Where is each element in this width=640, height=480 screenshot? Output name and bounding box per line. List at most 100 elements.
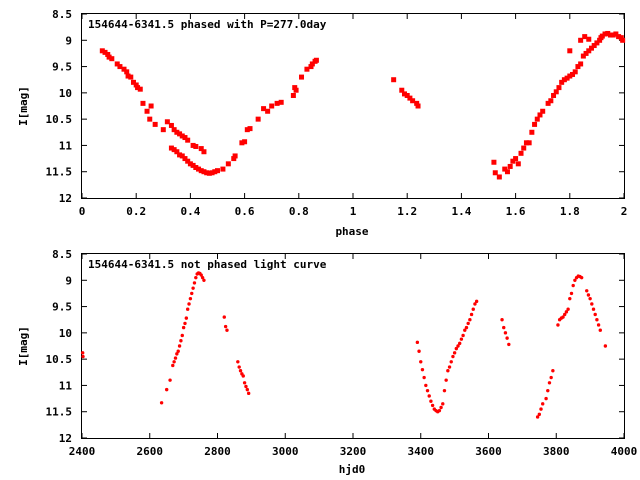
data-point xyxy=(184,316,189,320)
data-point xyxy=(521,145,527,151)
data-point xyxy=(567,73,573,79)
data-point xyxy=(238,369,243,373)
data-point xyxy=(304,66,310,72)
data-point xyxy=(537,112,543,118)
data-point xyxy=(180,333,184,338)
data-point xyxy=(168,122,174,128)
data-point xyxy=(588,296,592,301)
data-point xyxy=(192,281,197,285)
data-point xyxy=(605,30,611,36)
data-point xyxy=(242,139,248,145)
data-point xyxy=(148,103,154,109)
data-point xyxy=(610,32,616,38)
data-point xyxy=(459,337,464,341)
data-point xyxy=(492,170,498,176)
data-point xyxy=(121,66,127,72)
data-point xyxy=(174,129,180,135)
data-point xyxy=(417,349,421,353)
y-axis-label: I[mag] xyxy=(17,326,30,366)
y-tick-label: 9.5 xyxy=(52,301,72,314)
data-point xyxy=(99,48,105,54)
data-point xyxy=(152,121,158,127)
data-point xyxy=(313,57,319,63)
data-point xyxy=(202,278,206,282)
data-point xyxy=(309,61,315,67)
data-point xyxy=(561,315,565,319)
data-point xyxy=(144,108,150,114)
data-point xyxy=(175,352,179,356)
data-point xyxy=(168,378,172,382)
y-tick-label: 8.5 xyxy=(52,248,72,261)
data-point xyxy=(247,126,253,132)
y-tick-label: 12 xyxy=(59,192,72,205)
data-point xyxy=(391,77,397,83)
data-point xyxy=(518,150,524,156)
data-point xyxy=(147,116,153,122)
data-point xyxy=(452,351,457,355)
data-point xyxy=(515,161,521,167)
data-point xyxy=(242,381,247,385)
y-tick-label: 11.5 xyxy=(46,406,73,419)
data-point xyxy=(177,344,182,348)
data-point xyxy=(534,116,540,122)
data-point xyxy=(424,383,428,388)
data-point xyxy=(231,156,237,162)
data-point xyxy=(439,405,443,410)
data-point xyxy=(201,149,207,155)
data-point xyxy=(496,174,502,180)
data-point xyxy=(466,321,470,326)
data-point xyxy=(106,54,112,60)
data-point xyxy=(575,64,581,70)
y-tick-label: 11 xyxy=(59,139,73,152)
data-point xyxy=(585,289,589,293)
data-point xyxy=(559,79,565,85)
data-point xyxy=(523,140,529,146)
data-point xyxy=(503,331,508,335)
phased-light-curve-panel: 154644-6341.5 phased with P=277.0day pha… xyxy=(17,8,627,238)
x-tick-label: 1.6 xyxy=(506,205,526,218)
data-point xyxy=(570,71,576,77)
data-point xyxy=(133,82,139,88)
data-point xyxy=(537,412,542,417)
data-point xyxy=(442,388,447,393)
data-point xyxy=(599,33,605,39)
data-point xyxy=(177,131,183,137)
axis-ticks: 2400 2600 2800 3000 3200 3400 3600 3800 4000 8.5 9… xyxy=(46,248,638,458)
data-point xyxy=(502,325,506,330)
x-tick-label: 3800 xyxy=(543,445,570,458)
data-point xyxy=(187,302,191,306)
data-point xyxy=(420,367,425,372)
data-point xyxy=(593,312,597,317)
data-point xyxy=(594,40,600,46)
data-point xyxy=(425,388,430,393)
data-point xyxy=(225,161,231,167)
data-point xyxy=(172,360,176,364)
data-point xyxy=(265,108,271,114)
data-point xyxy=(591,43,597,49)
data-point xyxy=(185,137,191,143)
x-tick-label: 3600 xyxy=(475,445,502,458)
data-point xyxy=(547,381,552,385)
y-tick-label: 10 xyxy=(59,327,72,340)
data-point xyxy=(572,69,578,75)
y-tick-label: 10.5 xyxy=(46,113,73,126)
data-point xyxy=(407,95,413,101)
data-point xyxy=(222,315,226,319)
data-point xyxy=(535,415,540,419)
data-point xyxy=(620,37,626,43)
data-point xyxy=(456,344,460,348)
data-point xyxy=(125,73,131,79)
data-point xyxy=(588,45,594,51)
data-point xyxy=(274,100,280,106)
data-point xyxy=(471,307,475,311)
data-point xyxy=(200,275,205,280)
y-tick-label: 11 xyxy=(59,379,73,392)
data-point xyxy=(308,64,314,70)
data-point xyxy=(602,31,608,37)
data-point xyxy=(299,74,305,80)
data-point xyxy=(430,403,435,408)
data-point xyxy=(546,388,550,393)
data-point xyxy=(81,354,85,359)
data-point xyxy=(220,166,226,172)
data-point xyxy=(586,48,592,54)
